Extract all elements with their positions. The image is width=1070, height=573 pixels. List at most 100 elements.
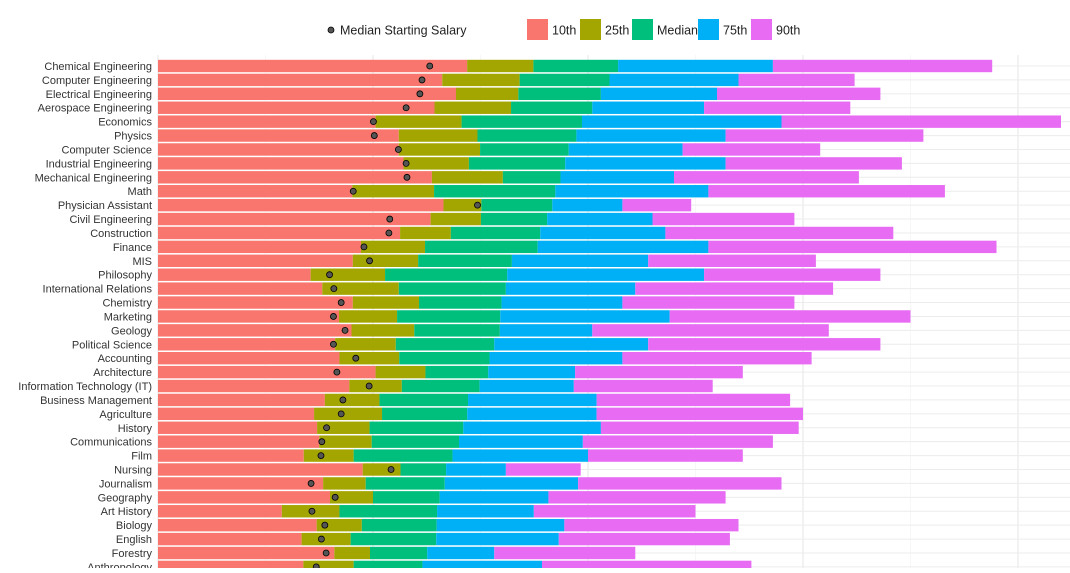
y-tick-label: Political Science [72,339,152,351]
median-starting-salary-point [370,132,378,139]
median-starting-salary-point [321,521,329,529]
bar-segment-90th [588,449,743,462]
bar-row [158,379,713,393]
bar-segment-10th [158,393,325,407]
bar-segment-10th [158,129,399,142]
bar-segment-median [511,101,593,114]
bar-segment-median [481,198,553,212]
bar-segment-25th [316,518,362,532]
bar-row [158,560,752,573]
bar-segment-90th [652,212,795,226]
legend-label: Median [657,24,698,38]
y-tick-label: Journalism [99,478,152,490]
median-starting-salary-point [386,215,394,223]
bar-segment-25th [317,421,370,434]
bar-segment-median [502,171,561,184]
bar-row [158,421,799,434]
bar-segment-25th [334,546,370,560]
bar-segment-25th [330,491,373,504]
bar-segment-25th [351,324,415,337]
bar-segment-90th [704,268,881,281]
median-starting-salary-point [418,76,426,84]
bar-segment-75th [468,393,597,407]
bar-segment-90th [622,351,812,365]
y-tick-label: History [118,423,153,435]
bar-segment-90th [648,338,881,351]
bar-row [158,393,791,407]
bar-segment-median [365,477,445,490]
legend-label: 25th [605,24,629,38]
bar-segment-median [414,324,500,337]
median-starting-salary-point [337,299,345,306]
median-starting-salary-point [323,424,330,432]
bar-segment-median [434,185,556,198]
y-tick-label: Chemical Engineering [44,61,152,73]
bar-row [158,505,696,518]
y-tick-label: Finance [113,242,152,254]
bar-segment-25th [314,407,383,421]
bar-segment-75th [463,421,601,434]
bar-segment-median [450,226,541,240]
bar-segment-90th [541,560,752,573]
bar-segment-75th [592,101,705,114]
bar-row [158,463,581,476]
median-starting-salary-point [307,480,315,487]
bar-segment-25th [322,282,399,295]
y-tick-label: Anthropology [87,562,152,568]
bar-segment-10th [158,505,282,518]
bar-segment-median [382,407,468,421]
median-starting-salary-point [360,243,368,251]
bar-row [158,532,730,546]
bar-segment-90th [578,477,782,490]
bar-segment-90th [669,310,911,323]
bar-segment-75th [618,59,773,73]
y-tick-label: Information Technology (IT) [18,381,152,393]
bar-segment-median [480,143,569,156]
bar-segment-median [480,212,548,226]
y-tick-label: Aerospace Engineering [38,103,152,115]
bar-segment-75th [576,129,726,142]
bar-segment-90th [533,505,696,518]
bars [158,59,1061,573]
bar-segment-median [379,393,469,407]
bar-segment-25th [467,59,534,73]
bar-row [158,171,859,184]
bar-segment-25th [434,101,512,114]
y-tick-label: Art History [101,506,153,518]
bar-row [158,73,855,87]
bar-segment-90th [494,546,636,560]
bar-row [158,212,795,226]
y-axis-labels: Chemical Engineering Computer Engineering… [18,61,153,573]
bar-segment-75th [489,351,623,365]
bar-segment-75th [436,518,565,532]
median-starting-salary-point [403,173,411,181]
bar-segment-10th [158,282,323,295]
bar-segment-75th [507,268,705,281]
bar-segment-25th [443,198,482,212]
y-tick-label: Agriculture [99,409,152,421]
bar-segment-90th [708,185,945,198]
y-tick-label: Physics [114,131,152,143]
bar-row [158,59,993,73]
median-starting-salary-point [370,118,377,126]
bar-row [158,101,851,114]
bar-segment-25th [339,310,398,323]
median-starting-salary-point [416,90,424,98]
bar-segment-25th [442,73,520,87]
bar-segment-90th [674,171,859,184]
bar-row [158,477,782,490]
legend-point-key [327,26,335,34]
bar-segment-10th [158,324,352,337]
bar-segment-75th [581,115,782,128]
bar-segment-10th [158,546,335,560]
legend-key-90th [751,19,772,40]
median-starting-salary-point [308,507,316,515]
bar-segment-25th [431,171,503,184]
bar-segment-median [419,296,502,309]
median-starting-salary-point [330,313,337,320]
bar-segment-90th [622,296,795,309]
bar-segment-median [361,518,437,532]
bar-segment-75th [555,185,709,198]
median-starting-salary-point [330,285,338,293]
bar-segment-75th [505,282,636,295]
